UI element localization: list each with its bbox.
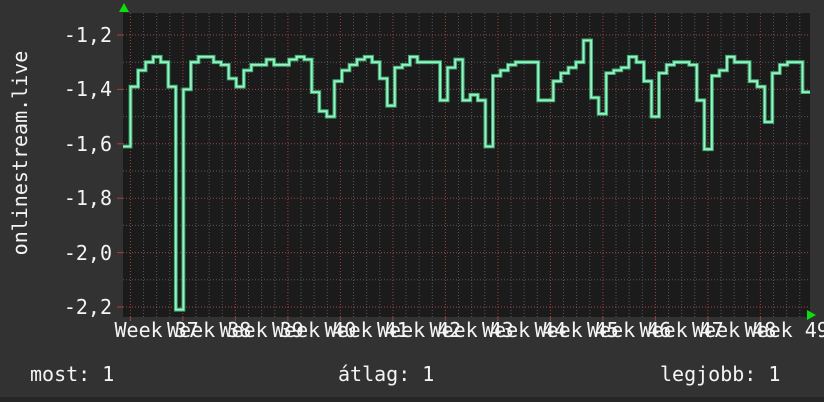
x-axis-week-label: Week 47	[639, 318, 724, 342]
y-axis-tick-label: -1,2	[63, 23, 112, 47]
x-axis-week-label: Week 46	[586, 318, 672, 342]
stat-most: most: 1	[30, 362, 115, 386]
y-axis-arrow-icon	[119, 3, 129, 12]
x-axis-week-label: Week 38	[166, 318, 252, 342]
bottom-edge-strip	[0, 397, 824, 402]
stat-legjobb: legjobb: 1	[660, 362, 781, 386]
x-axis-week-label: Week 45	[534, 318, 619, 342]
y-axis-tick-label: -1,6	[63, 131, 112, 156]
y-axis-tick-label: -1,8	[63, 186, 112, 211]
x-axis-week-label: Week 43	[429, 318, 514, 342]
x-axis-week-label: Week 39	[219, 318, 304, 342]
x-axis-week-label: Week 44	[481, 318, 567, 342]
y-axis-tick-label: -2,0	[63, 240, 112, 265]
x-axis-week-label: Week 48	[691, 318, 777, 342]
stat-atlag: átlag: 1	[338, 362, 435, 386]
x-axis-week-label: Week 49	[744, 318, 824, 342]
x-axis-week-label: Week 42	[376, 318, 462, 342]
x-axis-arrow-icon	[807, 310, 816, 320]
x-axis-week-label: Week 41	[324, 318, 409, 342]
y-axis-tick-label: -1,4	[63, 77, 112, 102]
x-axis-week-label: Week 37	[114, 318, 199, 342]
y-axis-tick-label: -2,2	[63, 295, 112, 319]
x-axis-week-label: Week 40	[271, 318, 357, 342]
